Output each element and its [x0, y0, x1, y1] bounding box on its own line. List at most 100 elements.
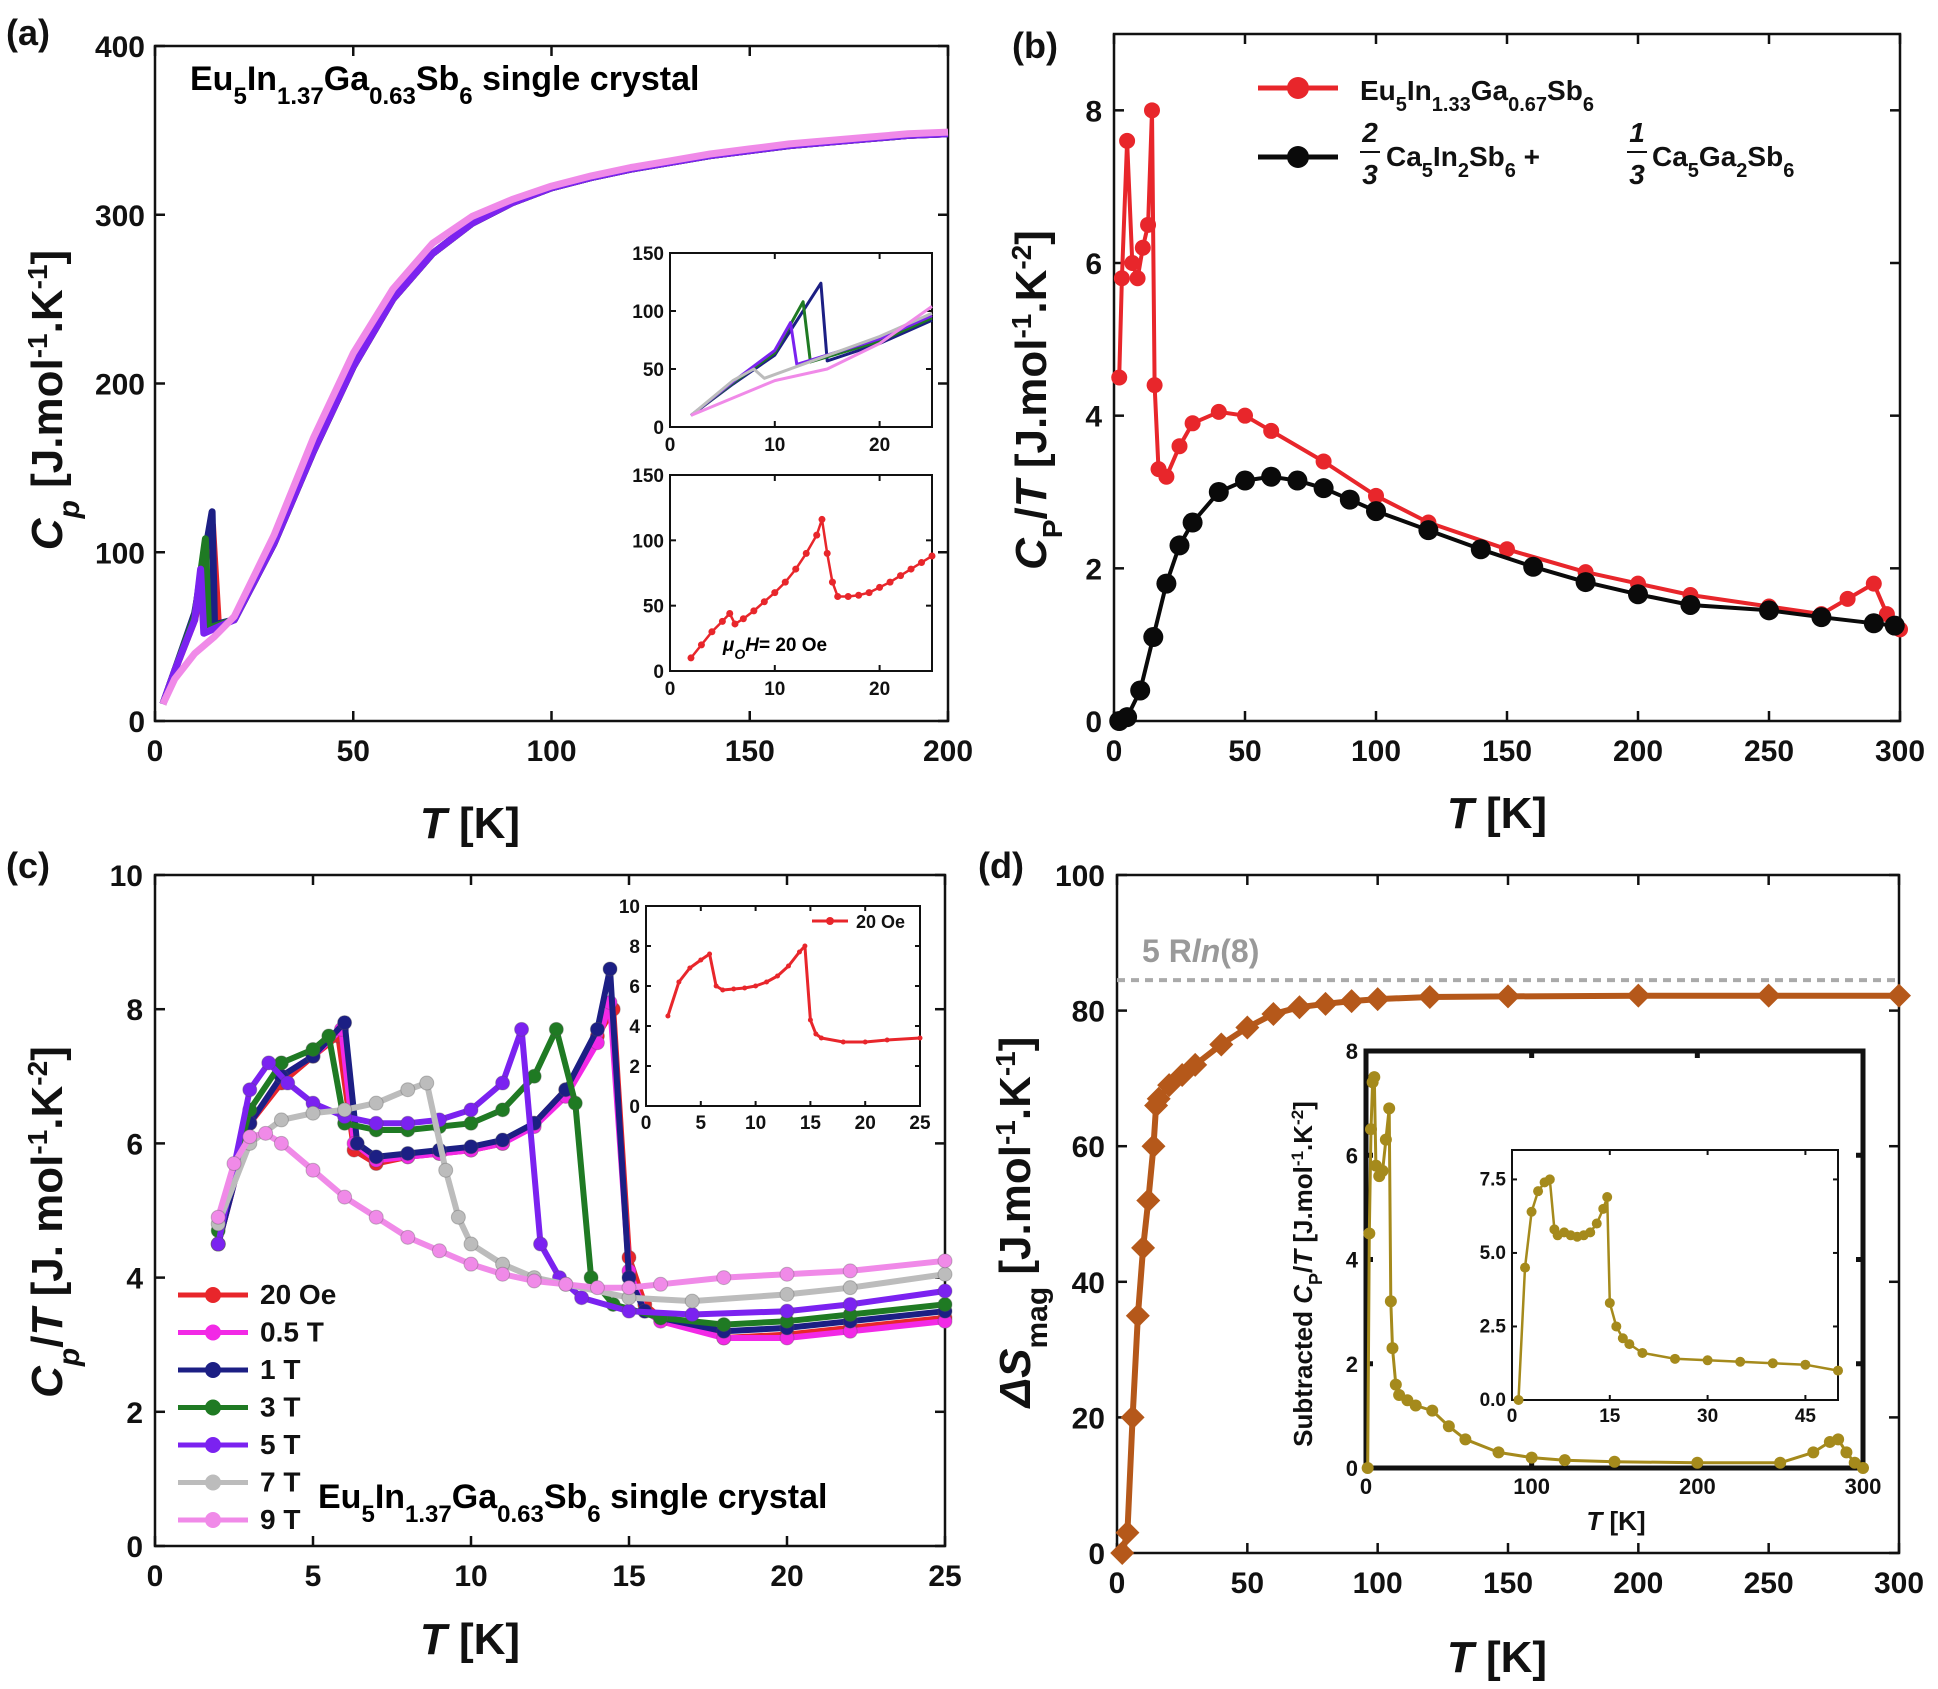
d-inset-outer-point: [1389, 1378, 1402, 1391]
c-point: [621, 1280, 637, 1296]
a-inset-2-ytick-label: 50: [643, 597, 664, 618]
panel-a-xlabel: T [K]: [420, 799, 520, 848]
a-inset-2-point: [760, 598, 768, 606]
a-inset-2-point: [844, 593, 852, 601]
c-ytick-label: 0: [126, 1531, 143, 1564]
d-xtick-label: 50: [1231, 1567, 1264, 1600]
b-point: [1470, 539, 1491, 560]
c-inset-point: [884, 1037, 890, 1043]
panel-a-inset-top: 0 10 20 0 50 100 150: [632, 244, 933, 456]
legend-marker-eu: [1287, 77, 1309, 99]
c-inset-point: [917, 1035, 923, 1041]
c-point: [684, 1293, 700, 1309]
d-point: [1365, 987, 1390, 1012]
c-xtick-label: 0: [147, 1560, 164, 1593]
c-point: [463, 1139, 479, 1155]
c-point: [400, 1229, 416, 1245]
d-inset-outer-point: [1386, 1342, 1399, 1355]
b-point: [1129, 270, 1146, 287]
d-point: [1339, 989, 1364, 1014]
a-xtick-label: 200: [923, 735, 973, 768]
c-point: [937, 1296, 953, 1312]
b-xtick-label: 100: [1351, 735, 1401, 768]
a-ytick-label: 400: [95, 31, 145, 64]
d-xtick-label: 0: [1109, 1567, 1126, 1600]
legend-marker: [205, 1437, 221, 1453]
c-inset-point: [785, 963, 791, 969]
a-xtick-label: 150: [725, 735, 775, 768]
d-inset-inner-point: [1513, 1395, 1524, 1405]
b-point: [1182, 512, 1203, 533]
d-inset-outer-point: [1840, 1446, 1853, 1459]
d-inset-outer-ytick-label: 8: [1346, 1039, 1358, 1064]
a-inset-2-point: [750, 607, 758, 615]
d-inset-inner-point: [1598, 1203, 1609, 1214]
panel-d-xlabel: T [K]: [1447, 1633, 1547, 1682]
c-point: [258, 1125, 274, 1141]
d-inset-outer-point: [1368, 1071, 1381, 1084]
c-inset-point: [698, 957, 704, 963]
d-inset-inner-point: [1800, 1359, 1811, 1370]
c-inset-xtick-label: 20: [855, 1113, 876, 1134]
c-inset-ytick-label: 0: [629, 1097, 640, 1118]
b-point: [1315, 453, 1332, 470]
c-point: [495, 1102, 511, 1118]
d-inset-outer-point: [1558, 1454, 1571, 1467]
b-xtick-label: 0: [1106, 735, 1123, 768]
b-xtick-label: 150: [1482, 735, 1532, 768]
b-point: [1313, 478, 1334, 499]
c-point: [273, 1135, 289, 1151]
d-inset-inner-point: [1833, 1365, 1843, 1376]
c-inset-point: [775, 973, 781, 979]
d-inset-inner-point: [1637, 1347, 1648, 1358]
c-point: [495, 1075, 511, 1091]
c-point: [368, 1209, 384, 1225]
d-inset-inner-point: [1624, 1339, 1635, 1350]
c-point: [495, 1132, 511, 1148]
c-point: [779, 1286, 795, 1302]
b-point: [1759, 600, 1779, 621]
b-point: [1113, 270, 1130, 287]
c-inset-point: [713, 983, 719, 989]
a-inset-1-ytick-label: 150: [632, 244, 664, 265]
a-ytick-label: 200: [95, 369, 145, 402]
c-inset-point: [707, 951, 713, 957]
d-point: [1115, 1520, 1140, 1545]
c-point: [400, 1115, 416, 1131]
svg-text:1: 1: [1629, 117, 1645, 148]
inset-legend-text: 20 Oe: [856, 912, 905, 932]
a-inset-2-point: [781, 578, 789, 586]
d-inset-inner-point: [1544, 1174, 1555, 1185]
d-point: [1209, 1032, 1234, 1057]
a-inset-2-ytick-label: 100: [632, 531, 664, 552]
a-inset-2-xtick-label: 0: [665, 679, 676, 700]
b-point: [1839, 590, 1856, 607]
d-xtick-label: 300: [1874, 1567, 1924, 1600]
panel-c-label: (c): [6, 845, 50, 886]
d-ytick-label: 80: [1072, 996, 1105, 1029]
b-xtick-label: 250: [1744, 735, 1794, 768]
c-point: [589, 1021, 605, 1037]
d-inset-outer-point: [1492, 1446, 1505, 1459]
legend-label: 3 T: [260, 1392, 300, 1423]
c-point: [937, 1283, 953, 1299]
d-inset-inner-point: [1702, 1355, 1713, 1366]
a-inset-2-point: [876, 583, 884, 591]
b-point: [1169, 535, 1190, 556]
c-point: [368, 1095, 384, 1111]
a-inset-2-point: [792, 565, 800, 573]
c-point: [463, 1102, 479, 1118]
d-point: [1496, 984, 1520, 1009]
d-xtick-label: 100: [1353, 1567, 1403, 1600]
d-inset-outer-xtick-label: 300: [1845, 1474, 1882, 1499]
c-inset-point: [676, 979, 682, 985]
d-inset-outer-point: [1459, 1433, 1472, 1446]
a-ytick-label: 300: [95, 200, 145, 233]
c-inset-xtick-label: 0: [641, 1113, 652, 1134]
c-point: [548, 1021, 564, 1037]
panel-d-label: (d): [978, 845, 1024, 886]
c-ytick-label: 2: [126, 1397, 143, 1430]
c-point: [321, 1028, 337, 1044]
b-ytick-label: 0: [1085, 706, 1102, 739]
